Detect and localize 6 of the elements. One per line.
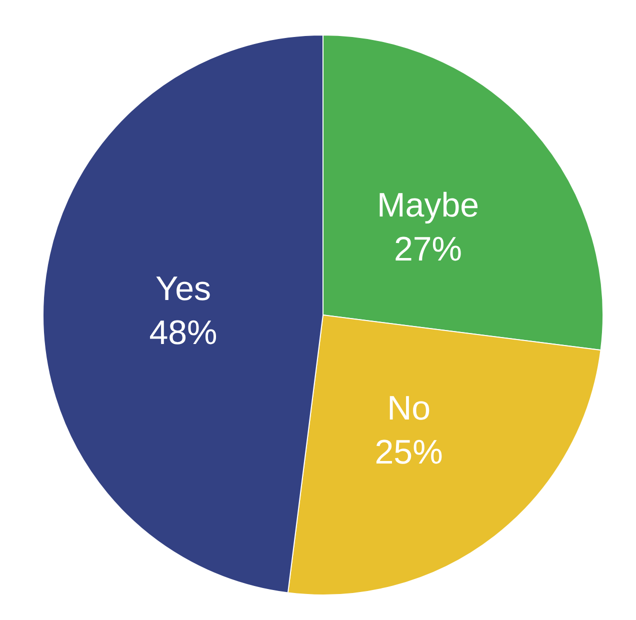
slice-label: Yes bbox=[156, 270, 212, 308]
slice-label: Maybe bbox=[376, 186, 480, 224]
data-label: 25% bbox=[374, 434, 443, 472]
slice-label: No bbox=[387, 390, 431, 428]
data-label: 27% bbox=[394, 230, 462, 268]
data-label: 48% bbox=[149, 314, 218, 352]
